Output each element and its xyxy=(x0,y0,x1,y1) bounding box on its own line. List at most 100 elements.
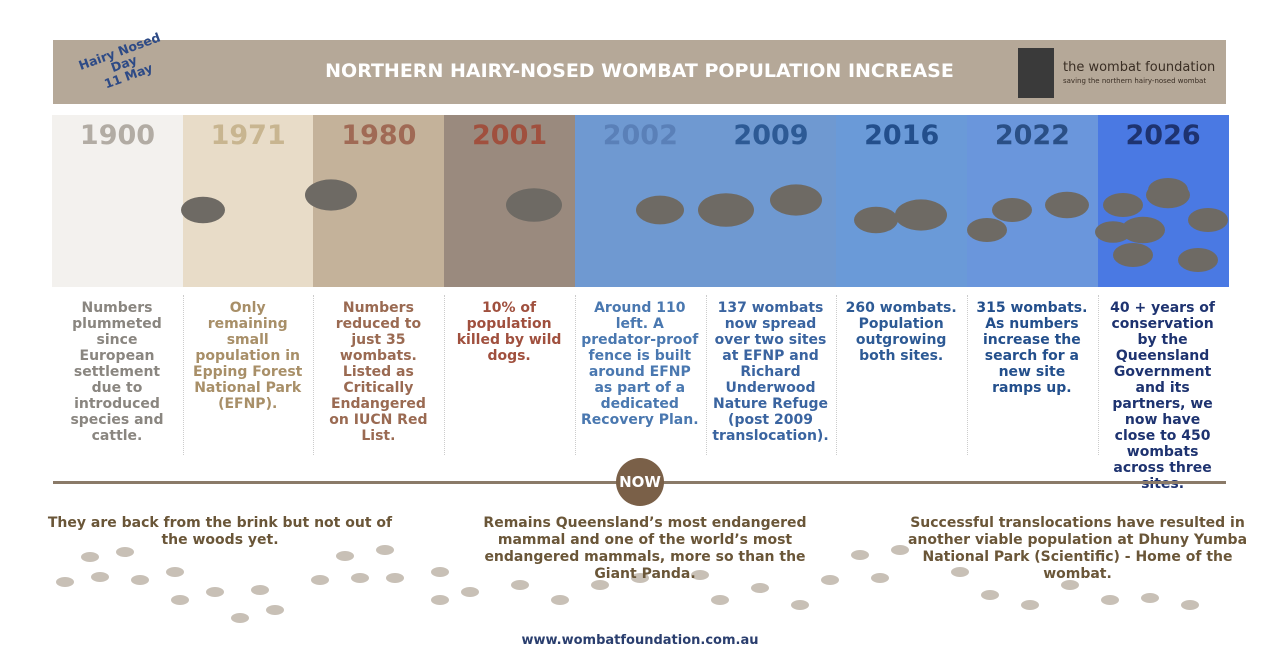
year: 2009 xyxy=(733,120,809,151)
description: 40 + years of conservation by the Queens… xyxy=(1110,300,1216,492)
wombat-icon xyxy=(1147,178,1188,202)
timeline-column: 1900 xyxy=(52,115,183,287)
wombat-icons xyxy=(635,195,684,225)
wombat-icon xyxy=(1187,208,1228,232)
header: NORTHERN HAIRY-NOSED WOMBAT POPULATION I… xyxy=(53,30,1226,104)
paw-print xyxy=(871,573,889,583)
separator xyxy=(966,295,968,455)
year: 1900 xyxy=(79,120,156,151)
year: 1971 xyxy=(210,120,286,151)
wombat-icon xyxy=(635,195,684,225)
logo-name: the wombat foundation xyxy=(1063,60,1216,75)
separator xyxy=(182,295,184,455)
wombat-icon xyxy=(1177,248,1218,272)
timeline-column: 2009 xyxy=(697,115,837,287)
paw-print xyxy=(821,575,839,585)
statement: They are back from the brink but not out… xyxy=(47,515,393,548)
paw-print xyxy=(231,613,249,623)
description: 260 wombats. Population outgrowing both … xyxy=(845,300,957,364)
wombat-icon xyxy=(1112,243,1153,267)
year: 2022 xyxy=(994,120,1070,151)
paw-print xyxy=(431,595,449,605)
wombat-icons xyxy=(180,196,225,224)
paw-print xyxy=(851,550,869,560)
statement: Successful translocations have resulted … xyxy=(907,515,1248,582)
wombat-icon xyxy=(305,179,358,211)
paw-print xyxy=(1181,600,1199,610)
timeline-column: 2002 xyxy=(574,115,706,287)
logo-icon xyxy=(1018,48,1054,98)
description: Numbers plummeted since European settlem… xyxy=(70,300,164,444)
wombat-icons xyxy=(305,179,358,211)
paw-print xyxy=(981,590,999,600)
year: 2026 xyxy=(1125,120,1201,151)
title: NORTHERN HAIRY-NOSED WOMBAT POPULATION I… xyxy=(325,60,954,82)
description: Only remaining small population in Eppin… xyxy=(193,300,303,412)
paw-print xyxy=(386,573,404,583)
paw-print xyxy=(551,595,569,605)
wombat-icons xyxy=(506,188,563,222)
separator xyxy=(1097,295,1099,455)
paw-print xyxy=(206,587,224,597)
paw-print xyxy=(431,567,449,577)
wombat-icon xyxy=(180,196,225,224)
paw-print xyxy=(1101,595,1119,605)
description: 315 wombats. As numbers increase the sea… xyxy=(976,300,1088,396)
wombat-icon xyxy=(854,206,899,234)
website[interactable]: www.wombatfoundation.com.au xyxy=(521,633,759,648)
paw-print xyxy=(1141,593,1159,603)
timeline-column: 1971 xyxy=(180,115,314,287)
paw-print xyxy=(266,605,284,615)
separator xyxy=(313,295,315,455)
description: Around 110 left. A predator-proof fence … xyxy=(581,300,699,428)
wombat-icon xyxy=(991,198,1032,222)
paw-print xyxy=(351,573,369,583)
paw-print xyxy=(311,575,329,585)
statement: Remains Queensland’s most endangered mam… xyxy=(483,515,807,582)
paw-print xyxy=(131,575,149,585)
paw-print xyxy=(891,545,909,555)
year: 2016 xyxy=(864,120,940,151)
wombat-icon xyxy=(769,184,822,216)
wombat-icons xyxy=(854,199,948,234)
year: 2002 xyxy=(602,120,678,151)
timeline-column: 2001 xyxy=(444,115,576,287)
separator xyxy=(705,295,707,455)
wombat-icons xyxy=(1094,178,1228,272)
paw-print xyxy=(336,551,354,561)
now-marker: NOW xyxy=(616,458,664,506)
year: 2001 xyxy=(472,120,548,151)
timeline-column: 2026 xyxy=(1094,115,1229,287)
paw-print xyxy=(251,585,269,595)
year: 1980 xyxy=(341,120,417,151)
wombat-icons xyxy=(697,184,822,227)
paw-print xyxy=(461,587,479,597)
logo-tagline: saving the northern hairy-nosed wombat xyxy=(1063,77,1207,85)
paw-print xyxy=(1061,580,1079,590)
wombat-icon xyxy=(895,199,948,231)
paw-print xyxy=(376,545,394,555)
timeline-column: 2016 xyxy=(836,115,968,287)
paw-print xyxy=(751,583,769,593)
wombat-icons xyxy=(966,191,1089,242)
description: 10% of population killed by wild dogs. xyxy=(456,300,562,364)
paw-print xyxy=(511,580,529,590)
paw-print xyxy=(166,567,184,577)
paw-print xyxy=(951,567,969,577)
wombat-icon xyxy=(697,193,754,227)
paw-print xyxy=(1021,600,1039,610)
wombat-icon xyxy=(1120,216,1165,244)
separator xyxy=(836,295,838,455)
paw-print xyxy=(116,547,134,557)
paw-print xyxy=(711,595,729,605)
description: 137 wombats now spread over two sites at… xyxy=(712,300,829,444)
paw-print xyxy=(691,570,709,580)
separator xyxy=(444,295,446,455)
wombat-icon xyxy=(506,188,563,222)
paw-print xyxy=(81,552,99,562)
paw-print xyxy=(171,595,189,605)
wombat-icon xyxy=(966,218,1007,242)
wombat-icon xyxy=(1102,193,1143,217)
separator xyxy=(574,295,576,455)
